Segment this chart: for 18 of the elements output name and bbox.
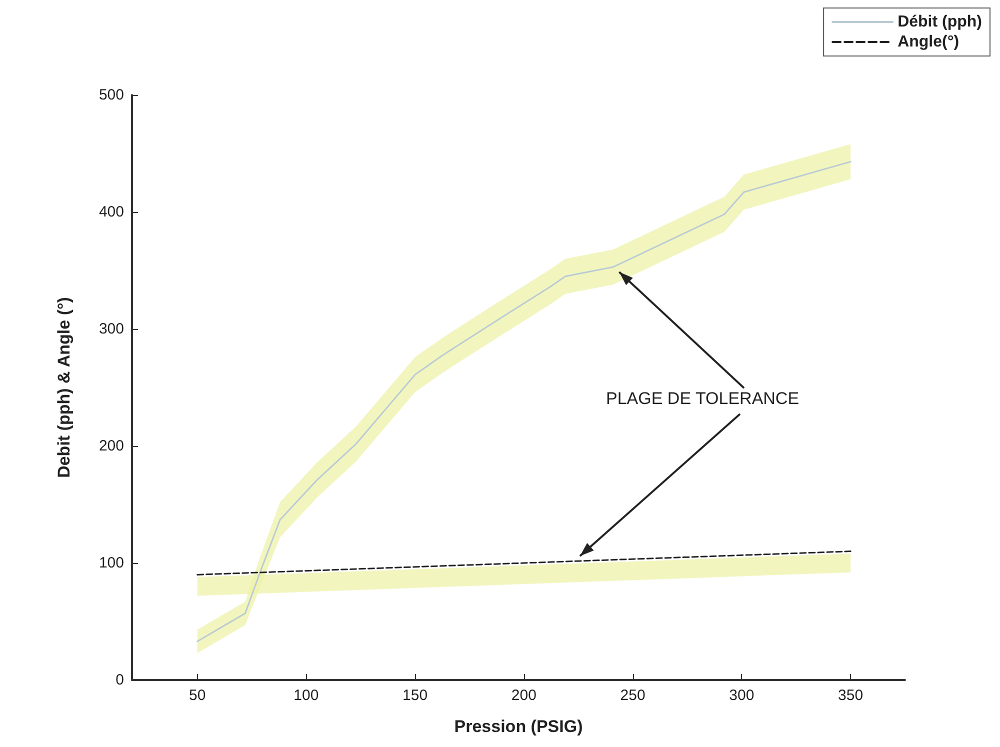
- y-tick-label: 500: [98, 86, 124, 104]
- x-tick-label: 200: [511, 687, 536, 704]
- x-tick-label: 50: [188, 687, 206, 704]
- x-tick-label: 250: [620, 687, 646, 704]
- x-tick-label: 100: [294, 687, 319, 704]
- y-axis-title: Debit (pph) & Angle (°): [54, 297, 74, 478]
- x-tick-label: 350: [838, 687, 864, 704]
- y-tick-label: 100: [98, 554, 124, 572]
- x-axis-title: Pression (PSIG): [454, 717, 583, 736]
- x-tick-label: 150: [402, 687, 428, 704]
- y-tick-label: 400: [98, 204, 124, 220]
- legend-label: Angle(°): [898, 34, 960, 50]
- y-tick-label: 300: [98, 320, 124, 338]
- x-tick-label: 300: [729, 687, 754, 704]
- y-tick-label: 0: [116, 672, 124, 688]
- legend-label: Débit (pph): [898, 14, 982, 30]
- annotation: PLAGE DE TOLERANCE: [606, 389, 800, 408]
- y-tick-label: 200: [98, 438, 124, 454]
